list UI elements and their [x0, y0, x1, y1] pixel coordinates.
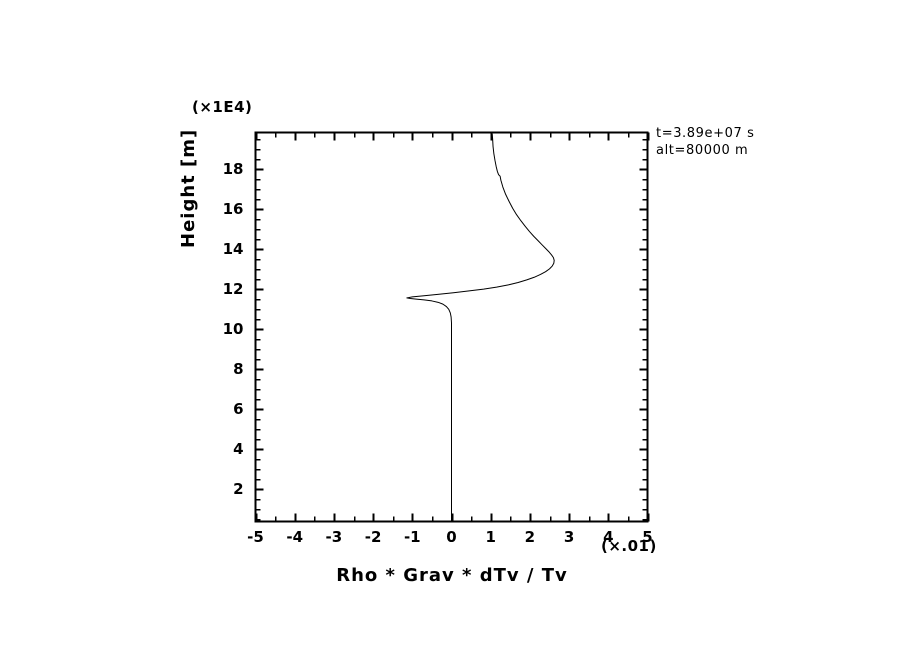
y-tick-label: 18 — [222, 159, 244, 178]
x-tick-label: -5 — [247, 527, 264, 546]
data-series-line — [406, 132, 555, 522]
y-tick-label: 12 — [222, 279, 244, 298]
annotation-time: t=3.89e+07 s — [656, 126, 755, 141]
x-tick-label: 4 — [603, 527, 614, 546]
y-tick-label: 4 — [233, 440, 244, 459]
x-tick-label: -2 — [364, 527, 382, 546]
x-tick-label: -3 — [325, 527, 343, 546]
y-tick-label: 16 — [222, 199, 244, 218]
y-tick-label: 14 — [222, 239, 244, 258]
x-tick-label: 3 — [563, 527, 575, 546]
y-tick-label: 6 — [233, 400, 244, 419]
annotation-altitude: alt=80000 m — [656, 143, 749, 158]
x-axis-title: Rho * Grav * dTv / Tv — [336, 565, 568, 586]
x-tick-label: 1 — [485, 527, 496, 546]
y-tick-label: 8 — [233, 360, 244, 379]
x-tick-label: 5 — [642, 527, 653, 546]
x-tick-label: 2 — [524, 527, 536, 546]
x-tick-label: 0 — [446, 527, 457, 546]
y-tick-label: 2 — [233, 480, 244, 499]
data-curve — [406, 132, 555, 522]
x-axis-multiplier-label: (×.01) — [601, 537, 657, 555]
y-axis-multiplier-label: (×1E4) — [192, 98, 253, 116]
x-tick-label: -4 — [286, 527, 304, 546]
y-tick-label: 10 — [222, 320, 244, 338]
x-tick-label: -1 — [403, 527, 421, 546]
plot-annotation: t=3.89e+07 s alt=80000 m — [656, 125, 754, 159]
